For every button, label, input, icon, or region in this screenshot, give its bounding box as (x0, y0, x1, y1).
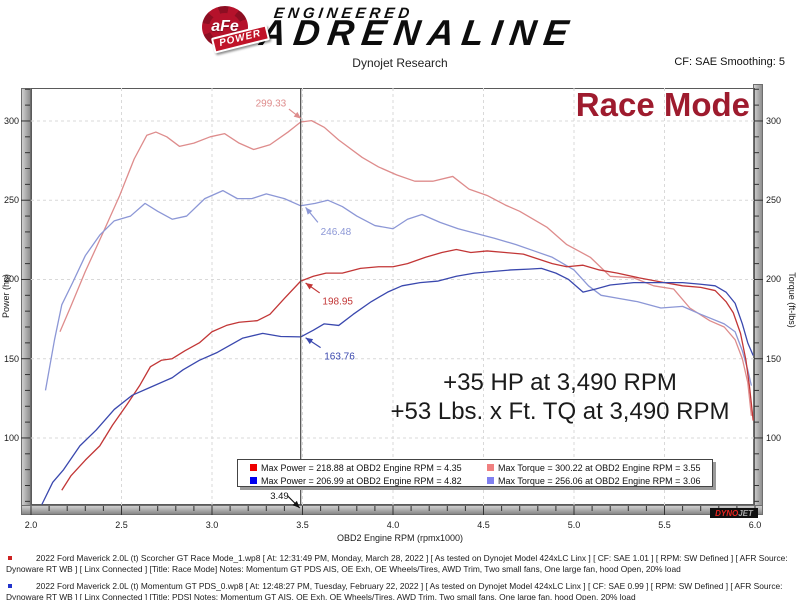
label-arrow-head (305, 337, 314, 345)
chart-title-race-mode: Race Mode (575, 86, 750, 123)
torque-tick-label: 300 (766, 115, 782, 126)
rpm-tick-label: 3.0 (205, 520, 219, 530)
label-arrow-head (293, 111, 302, 119)
power-tick-label: 100 (3, 432, 19, 443)
rpm-axis-title: OBD2 Engine RPM (rpmx1000) (336, 533, 464, 543)
rpm-tick-label: 5.5 (658, 520, 671, 530)
dynojet-watermark: DYNO JET (710, 508, 758, 518)
power-tick-label: 150 (3, 353, 19, 364)
rpm-tick-label: 6.0 (748, 520, 762, 530)
point-value-label: 198.95 (322, 297, 353, 308)
hp-gain-text: +35 HP at 3,490 RPM (443, 369, 677, 396)
legend-item: Max Power = 218.88 at OBD2 Engine RPM = … (238, 463, 475, 473)
dynojet-research-subtitle: Dynojet Research (352, 56, 448, 70)
rpm-tick-label: 2.0 (24, 520, 38, 530)
curve-stock-power (41, 267, 754, 505)
torque-tick-label: 250 (766, 195, 782, 206)
point-value-label: 163.76 (324, 351, 355, 362)
legend-swatch-icon (250, 477, 257, 484)
cursor-arrow-head (292, 500, 300, 508)
bottom-axis-bar (21, 505, 763, 515)
rpm-tick-label: 4.5 (477, 520, 490, 530)
rpm-tick-label: 4.0 (386, 520, 400, 530)
afe-logo-circle-icon: aFe (202, 6, 248, 48)
torque-tick-label: 100 (766, 432, 782, 443)
dynojet-watermark-jet: JET (738, 508, 753, 518)
legend-swatch-icon (487, 477, 494, 484)
run2-bullet-icon (8, 584, 12, 588)
curve-afe-power (61, 248, 754, 491)
legend-text: Max Torque = 256.06 at OBD2 Engine RPM =… (498, 475, 701, 486)
legend-text: Max Power = 218.88 at OBD2 Engine RPM = … (261, 462, 462, 473)
label-arrow-head (305, 282, 314, 290)
legend-box: Max Power = 218.88 at OBD2 Engine RPM = … (237, 459, 713, 487)
power-tick-label: 250 (3, 195, 19, 206)
afe-logo-text: aFe (211, 18, 239, 35)
run1-bullet-icon (8, 556, 12, 560)
legend-item: Max Power = 206.99 at OBD2 Engine RPM = … (238, 476, 475, 486)
cursor-rpm-label: 3.49 (270, 491, 289, 502)
torque-tick-label: 150 (766, 353, 782, 364)
dynojet-watermark-dyno: DYNO (715, 508, 739, 518)
torque-tick-label: 200 (766, 274, 782, 285)
legend-item: Max Torque = 256.06 at OBD2 Engine RPM =… (475, 476, 712, 486)
point-value-label: 246.48 (321, 227, 352, 238)
legend-swatch-icon (250, 464, 257, 471)
power-axis-title: Power (hp) (1, 274, 11, 319)
tq-gain-text: +53 Lbs. x Ft. TQ at 3,490 RPM (390, 398, 730, 425)
run1-info-text: 2022 Ford Maverick 2.0L (t) Scorcher GT … (6, 553, 788, 574)
power-tick-label: 200 (3, 274, 19, 285)
rpm-tick-label: 3.5 (296, 520, 309, 530)
curve-stock-torque (44, 189, 753, 391)
label-arrow-head (305, 207, 313, 215)
curve-afe-torque (59, 119, 753, 416)
power-tick-label: 300 (3, 115, 19, 126)
rpm-tick-label: 5.0 (567, 520, 581, 530)
legend-swatch-icon (487, 464, 494, 471)
gain-annotation: +35 HP at 3,490 RPM +53 Lbs. x Ft. TQ at… (370, 368, 750, 426)
legend-text: Max Torque = 300.22 at OBD2 Engine RPM =… (498, 462, 701, 473)
torque-axis-title: Torque (ft-lbs) (787, 272, 797, 328)
afe-power-logo: aFe POWER (200, 4, 272, 54)
rpm-tick-label: 2.5 (115, 520, 128, 530)
smoothing-setting: CF: SAE Smoothing: 5 (674, 56, 785, 68)
legend-item: Max Torque = 300.22 at OBD2 Engine RPM =… (475, 463, 712, 473)
run2-info-text: 2022 Ford Maverick 2.0L (t) Momentum GT … (6, 581, 783, 600)
point-value-label: 299.33 (256, 99, 287, 110)
legend-text: Max Power = 206.99 at OBD2 Engine RPM = … (261, 475, 462, 486)
